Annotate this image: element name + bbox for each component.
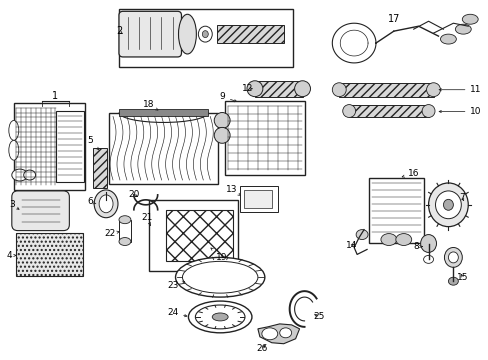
- Bar: [348, 105, 427, 117]
- Bar: [254, 81, 302, 96]
- Text: 8: 8: [413, 242, 422, 251]
- Ellipse shape: [454, 24, 470, 34]
- Ellipse shape: [94, 190, 118, 218]
- Ellipse shape: [423, 255, 433, 264]
- Ellipse shape: [427, 183, 468, 227]
- Text: 13: 13: [226, 185, 240, 195]
- Text: 2: 2: [116, 26, 122, 36]
- Text: 19: 19: [210, 248, 227, 262]
- Text: 22: 22: [104, 229, 119, 238]
- Ellipse shape: [246, 81, 263, 96]
- Text: 26: 26: [256, 344, 267, 353]
- Text: 23: 23: [166, 281, 184, 290]
- Ellipse shape: [188, 301, 251, 333]
- Ellipse shape: [440, 34, 455, 44]
- Text: 6: 6: [87, 197, 96, 206]
- Text: 3: 3: [9, 200, 19, 209]
- Ellipse shape: [435, 191, 460, 219]
- Polygon shape: [257, 324, 299, 344]
- Text: 5: 5: [87, 136, 99, 150]
- Ellipse shape: [182, 261, 257, 293]
- Text: 24: 24: [166, 309, 186, 318]
- Text: 25: 25: [313, 312, 325, 321]
- Ellipse shape: [119, 238, 131, 246]
- Text: 21: 21: [141, 213, 152, 225]
- FancyBboxPatch shape: [12, 191, 69, 231]
- Ellipse shape: [421, 105, 434, 117]
- Bar: [56, 111, 84, 182]
- Ellipse shape: [178, 14, 196, 54]
- Bar: [119, 220, 131, 242]
- Ellipse shape: [214, 113, 230, 129]
- Ellipse shape: [279, 328, 291, 338]
- Ellipse shape: [198, 26, 212, 42]
- Ellipse shape: [332, 83, 346, 96]
- Text: 18: 18: [142, 100, 158, 110]
- Bar: [119, 109, 208, 117]
- Bar: [244, 190, 271, 208]
- Ellipse shape: [420, 235, 436, 252]
- Bar: [93, 148, 107, 188]
- Bar: [16, 233, 83, 276]
- Text: 12: 12: [242, 84, 253, 93]
- Text: 9: 9: [219, 92, 236, 102]
- Ellipse shape: [426, 83, 440, 96]
- Ellipse shape: [9, 121, 19, 140]
- Ellipse shape: [24, 170, 36, 180]
- Ellipse shape: [447, 252, 457, 263]
- Text: 4: 4: [7, 251, 16, 260]
- Bar: [109, 113, 218, 184]
- Bar: [119, 9, 292, 67]
- Bar: [148, 200, 238, 271]
- Ellipse shape: [444, 247, 461, 267]
- Ellipse shape: [342, 105, 355, 117]
- Text: 11: 11: [438, 85, 481, 94]
- Ellipse shape: [212, 313, 228, 321]
- Bar: [224, 100, 304, 175]
- Ellipse shape: [175, 257, 264, 297]
- Text: 7: 7: [459, 193, 464, 202]
- Ellipse shape: [461, 14, 477, 24]
- Text: 16: 16: [401, 168, 419, 177]
- Ellipse shape: [99, 195, 113, 213]
- Ellipse shape: [380, 234, 396, 246]
- Bar: [240, 186, 277, 212]
- Bar: [368, 178, 423, 243]
- Text: 15: 15: [456, 273, 467, 282]
- Bar: [165, 210, 233, 261]
- Ellipse shape: [294, 81, 310, 96]
- Ellipse shape: [202, 31, 208, 37]
- Ellipse shape: [443, 199, 452, 210]
- Ellipse shape: [195, 305, 244, 329]
- Text: 20: 20: [128, 190, 139, 199]
- Bar: [14, 103, 85, 190]
- Ellipse shape: [262, 328, 277, 340]
- Ellipse shape: [447, 277, 457, 285]
- FancyBboxPatch shape: [119, 11, 181, 57]
- Text: 14: 14: [345, 241, 356, 250]
- Text: 10: 10: [438, 107, 481, 116]
- Ellipse shape: [9, 140, 19, 160]
- Ellipse shape: [395, 234, 411, 246]
- Text: 17: 17: [387, 14, 399, 24]
- Bar: [217, 25, 283, 43]
- Ellipse shape: [214, 127, 230, 143]
- Ellipse shape: [119, 216, 131, 224]
- Ellipse shape: [355, 230, 367, 239]
- Ellipse shape: [12, 169, 28, 181]
- Bar: [339, 83, 433, 96]
- Text: 1: 1: [52, 91, 59, 101]
